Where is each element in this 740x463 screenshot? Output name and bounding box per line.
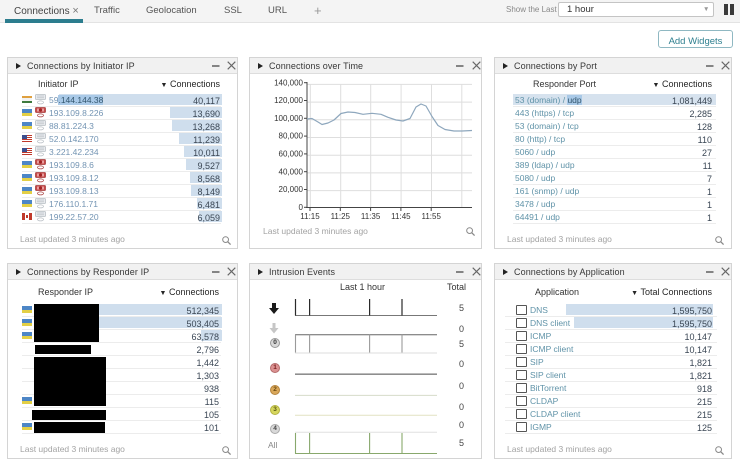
svg-text:140,000: 140,000 bbox=[274, 78, 303, 87]
svg-text:0: 0 bbox=[299, 203, 304, 212]
svg-text:80,000: 80,000 bbox=[279, 132, 304, 141]
svg-text:11:25: 11:25 bbox=[331, 212, 351, 221]
svg-text:100,000: 100,000 bbox=[274, 114, 303, 123]
svg-text:11:35: 11:35 bbox=[361, 212, 381, 221]
svg-text:20,000: 20,000 bbox=[279, 185, 304, 194]
svg-text:60,000: 60,000 bbox=[279, 150, 304, 159]
svg-text:11:15: 11:15 bbox=[300, 212, 320, 221]
svg-text:40,000: 40,000 bbox=[279, 167, 304, 176]
svg-text:11:55: 11:55 bbox=[421, 212, 441, 221]
svg-text:11:45: 11:45 bbox=[391, 212, 411, 221]
svg-text:120,000: 120,000 bbox=[274, 96, 303, 105]
